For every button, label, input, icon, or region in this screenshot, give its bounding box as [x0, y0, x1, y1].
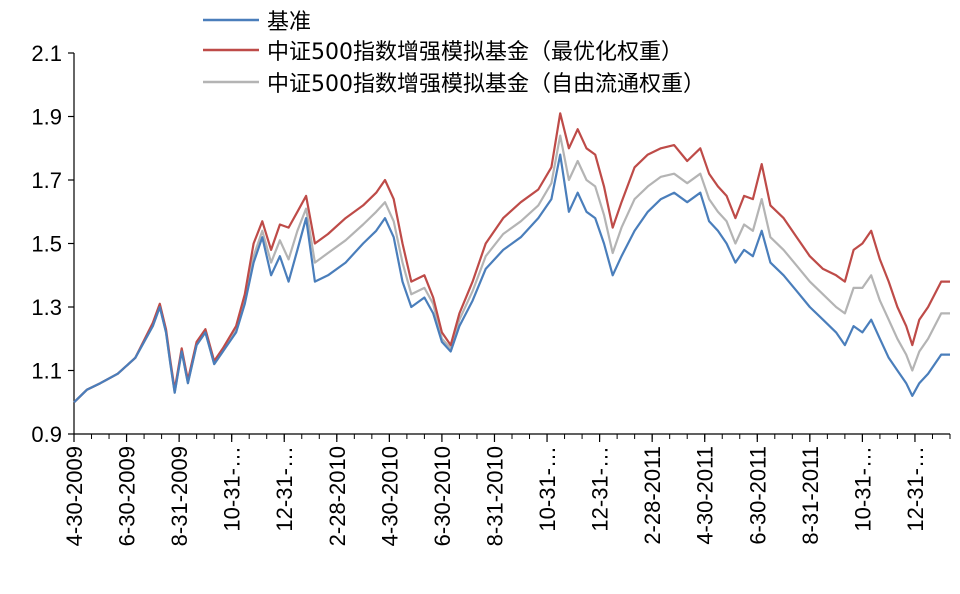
x-tick-label: 10-31-…	[850, 446, 875, 532]
x-tick-label: 6-30-2010	[430, 446, 455, 546]
x-tick-label: 2-28-2011	[640, 446, 665, 545]
x-tick-label: 6-30-2009	[115, 446, 140, 546]
legend-label-1: 中证500指数增强模拟基金（最优化权重）	[267, 40, 683, 65]
x-tick-label: 4-30-2009	[62, 446, 87, 546]
series-line-2	[73, 134, 950, 404]
series-line-1	[73, 112, 950, 404]
legend-label-0: 基准	[267, 10, 311, 35]
x-tick-label: 12-31-…	[272, 446, 297, 532]
x-tick-label: 4-30-2011	[693, 446, 718, 545]
series-line-0	[73, 153, 950, 404]
x-axis: 4-30-2009 6-30-2009 8-31-2009 10-31-… 12-31-…	[62, 433, 951, 546]
x-tick-label: 2-28-2010	[325, 446, 350, 546]
y-tick-label: 1.7	[31, 168, 62, 193]
y-tick-label: 1.9	[31, 105, 62, 130]
y-tick-label: 1.1	[31, 359, 62, 384]
y-tick-label: 0.9	[31, 422, 62, 447]
x-tick-label: 10-31-…	[220, 446, 245, 532]
x-tick-label: 12-31-…	[903, 446, 928, 532]
y-tick-label: 1.3	[31, 295, 62, 320]
x-tick-label: 12-31-…	[588, 446, 613, 532]
series-layer	[73, 112, 950, 404]
x-tick-label: 6-30-2011	[745, 446, 770, 545]
x-tick-label: 4-30-2010	[377, 446, 402, 546]
y-axis: 0.9 1.1 1.3 1.5 1.7 1.9 2.1	[31, 41, 75, 447]
x-tick-label: 8-31-2010	[482, 446, 507, 546]
legend-label-2: 中证500指数增强模拟基金（自由流通权重）	[267, 72, 705, 97]
y-tick-label: 1.5	[31, 232, 62, 257]
x-tick-label: 8-31-2009	[167, 446, 192, 546]
y-tick-label: 2.1	[31, 41, 62, 66]
x-tick-label: 10-31-…	[535, 446, 560, 532]
x-tick-label: 8-31-2011	[798, 446, 823, 545]
